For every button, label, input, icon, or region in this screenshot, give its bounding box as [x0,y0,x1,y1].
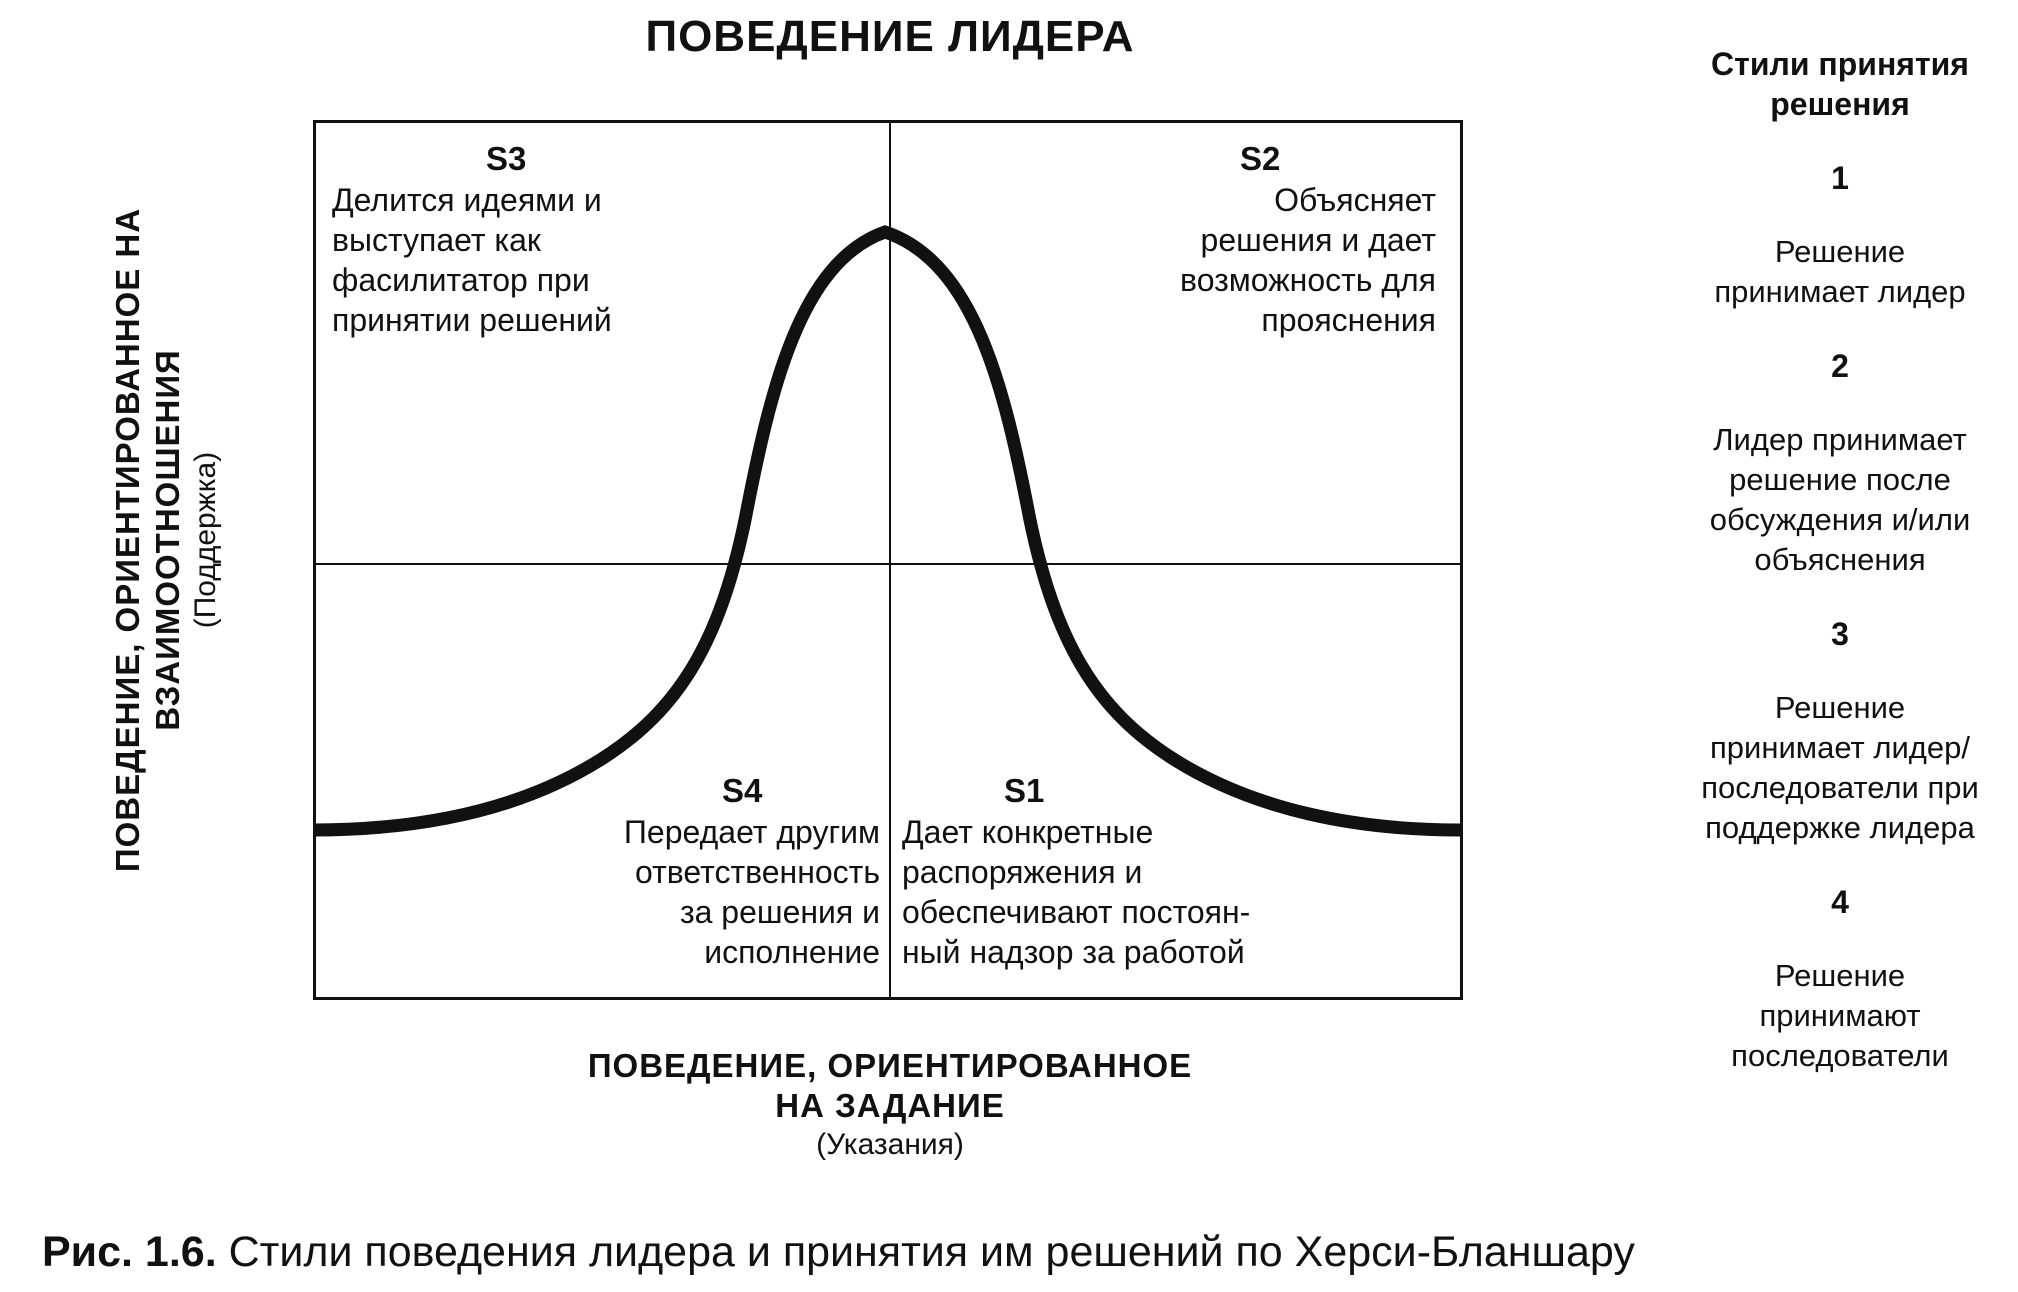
x-axis-subtitle: (Указания) [816,1128,964,1161]
y-axis-title: ПОВЕДЕНИЕ, ОРИЕНТИРОВАННОЕ НА ВЗАИМООТНО… [109,207,186,873]
decision-style-text: Решение принимают последователи [1731,958,1949,1073]
decision-style-item: 3 Решение принимает лидер/ последователи… [1660,614,2018,848]
vertical-divider [889,120,891,1000]
decision-style-item: 1 Решение принимает лидер [1660,158,2018,312]
diagram-title: ПОВЕДЕНИЕ ЛИДЕРА [645,12,1135,61]
figure-caption: Рис. 1.6. Стили поведения лидера и приня… [42,1228,1635,1277]
horizontal-divider [313,563,1463,565]
decision-style-item: 4 Решение принимают последователи [1660,882,2018,1076]
y-axis-subtitle: (Поддержка) [189,451,222,629]
y-axis-label: ПОВЕДЕНИЕ, ОРИЕНТИРОВАННОЕ НА ВЗАИМООТНО… [56,160,276,920]
decision-style-text: Решение принимает лидер [1714,234,1966,309]
decision-style-number: 3 [1831,616,1849,652]
figure-caption-text: Стили поведения лидера и принятия им реш… [228,1228,1635,1276]
quadrant-s4-text: Передает другим ответственность за решен… [623,814,880,970]
quadrant-s1-text: Дает конкретные распоряжения и обеспечив… [902,814,1251,970]
decision-style-number: 2 [1831,348,1849,384]
decision-style-text: Решение принимает лидер/ последователи п… [1701,690,1979,845]
figure-caption-label: Рис. 1.6. [42,1228,217,1276]
x-axis-label: ПОВЕДЕНИЕ, ОРИЕНТИРОВАННОЕ НА ЗАДАНИЕ (У… [470,1046,1310,1164]
x-axis-title: ПОВЕДЕНИЕ, ОРИЕНТИРОВАННОЕ НА ЗАДАНИЕ [587,1047,1193,1124]
quadrant-s2-text: Объясняет решения и дает возможность для… [1180,182,1436,338]
decision-style-item: 2 Лидер принимает решение после обсужден… [1660,346,2018,580]
decision-style-number: 1 [1831,160,1849,196]
quadrant-s1-label: S1 [1004,772,1045,809]
quadrant-s4-label: S4 [722,772,763,809]
quadrant-s2-label: S2 [1240,140,1281,177]
decision-style-number: 4 [1831,884,1849,920]
decision-style-text: Лидер принимает решение после обсуждения… [1709,422,1971,577]
quadrant-s3-text: Делится идеями и выступает как фасилитат… [332,182,612,338]
decision-styles-panel: Стили принятия решения 1 Решение принима… [1660,44,2018,1110]
decision-styles-title: Стили принятия решения [1711,46,1969,122]
quadrant-s3-label: S3 [486,140,527,177]
